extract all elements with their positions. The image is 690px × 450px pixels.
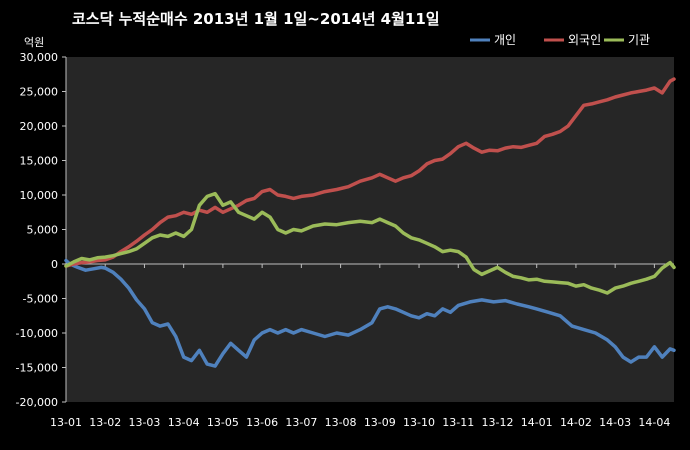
legend-label: 기관 (628, 33, 650, 47)
x-tick-label: 13-08 (325, 416, 357, 429)
y-tick-label: 15,000 (20, 155, 59, 168)
x-tick-label: 13-09 (364, 416, 396, 429)
plot-area (66, 57, 674, 402)
y-tick-label: -20,000 (16, 396, 58, 409)
legend-label: 외국인 (568, 33, 601, 47)
x-tick-label: 14-02 (560, 416, 592, 429)
y-tick-label: 10,000 (20, 189, 59, 202)
x-tick-label: 14-03 (599, 416, 631, 429)
x-tick-label: 13-12 (481, 416, 513, 429)
x-tick-label: 13-06 (246, 416, 278, 429)
x-tick-label: 14-01 (521, 416, 553, 429)
x-tick-label: 14-04 (638, 416, 670, 429)
y-tick-label: -5,000 (23, 293, 58, 306)
y-tick-label: 25,000 (20, 86, 59, 99)
axes (62, 56, 674, 403)
y-tick-label: -10,000 (16, 327, 58, 340)
y-tick-label: 30,000 (20, 51, 59, 64)
x-tick-label: 13-05 (207, 416, 239, 429)
x-tick-label: 13-02 (89, 416, 121, 429)
chart-title: 코스닥 누적순매수 2013년 1월 1일~2014년 4월11일 (72, 10, 440, 28)
x-tick-label: 13-01 (50, 416, 82, 429)
legend-label: 개인 (494, 33, 516, 47)
y-tick-label: 20,000 (20, 120, 59, 133)
y-axis-unit-label: 억원 (24, 36, 44, 49)
x-tick-label: 13-04 (168, 416, 200, 429)
x-tick-label: 13-03 (128, 416, 160, 429)
legend: 개인 외국인 기관 (470, 33, 650, 47)
y-tick-label: -15,000 (16, 362, 58, 375)
y-tick-label: 0 (51, 258, 58, 271)
x-tick-label: 13-07 (285, 416, 317, 429)
y-tick-label: 5,000 (27, 224, 59, 237)
series-line-0 (64, 258, 676, 368)
y-tick-labels: 30,000 25,000 20,000 15,000 10,000 5,000 0 -5,0… (16, 51, 58, 409)
series-line-1 (64, 77, 676, 268)
series-lines (64, 77, 676, 368)
x-tick-labels: 13-01 13-02 13-03 13-04 13-05 13-06 13-07 13-08… (50, 416, 670, 429)
series-line-2 (64, 191, 676, 295)
x-tick-label: 13-10 (403, 416, 435, 429)
x-tick-label: 13-11 (442, 416, 474, 429)
